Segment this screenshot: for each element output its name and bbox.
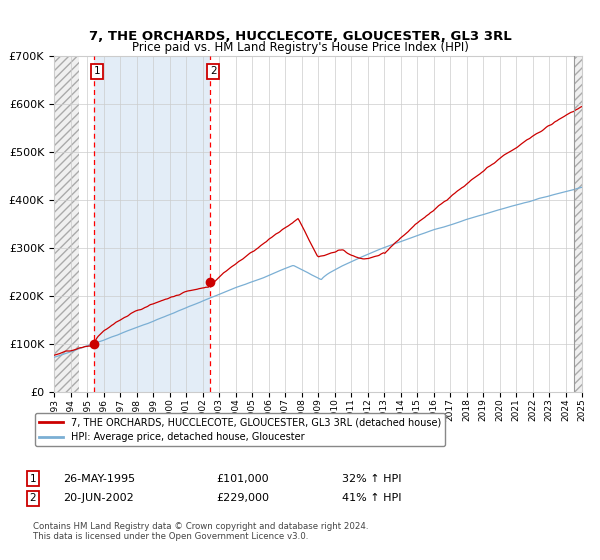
Text: Price paid vs. HM Land Registry's House Price Index (HPI): Price paid vs. HM Land Registry's House …	[131, 41, 469, 54]
Text: 7, THE ORCHARDS, HUCCLECOTE, GLOUCESTER, GL3 3RL: 7, THE ORCHARDS, HUCCLECOTE, GLOUCESTER,…	[89, 30, 511, 43]
Text: 2: 2	[29, 493, 37, 503]
Text: £229,000: £229,000	[216, 493, 269, 503]
Text: Contains HM Land Registry data © Crown copyright and database right 2024.
This d: Contains HM Land Registry data © Crown c…	[33, 522, 368, 542]
Text: 20-JUN-2002: 20-JUN-2002	[63, 493, 134, 503]
Text: 26-MAY-1995: 26-MAY-1995	[63, 474, 135, 484]
Legend: 7, THE ORCHARDS, HUCCLECOTE, GLOUCESTER, GL3 3RL (detached house), HPI: Average : 7, THE ORCHARDS, HUCCLECOTE, GLOUCESTER,…	[35, 413, 445, 446]
Bar	[94, 56, 210, 392]
Text: £101,000: £101,000	[216, 474, 269, 484]
Text: 1: 1	[94, 66, 100, 76]
Text: 1: 1	[29, 474, 37, 484]
Text: 32% ↑ HPI: 32% ↑ HPI	[342, 474, 401, 484]
Text: 2: 2	[210, 66, 217, 76]
Bar	[574, 56, 582, 392]
Text: 41% ↑ HPI: 41% ↑ HPI	[342, 493, 401, 503]
Bar	[54, 56, 79, 392]
